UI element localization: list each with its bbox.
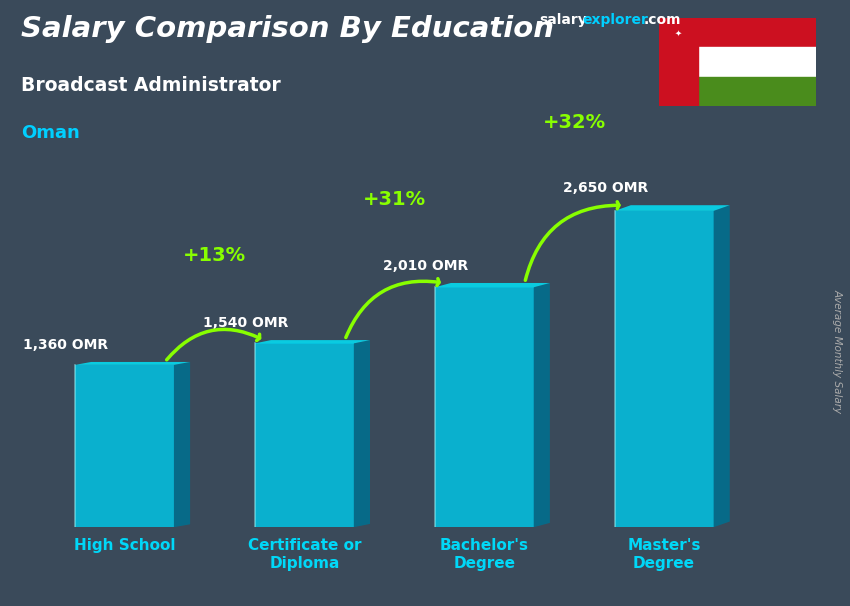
Bar bbox=[659, 47, 816, 77]
Text: +13%: +13% bbox=[183, 245, 246, 265]
Polygon shape bbox=[255, 340, 370, 344]
Bar bbox=[615, 211, 713, 527]
Polygon shape bbox=[615, 205, 730, 211]
Bar bbox=[255, 344, 354, 527]
Text: Oman: Oman bbox=[21, 124, 80, 142]
Text: Broadcast Administrator: Broadcast Administrator bbox=[21, 76, 281, 95]
Text: 1,360 OMR: 1,360 OMR bbox=[24, 338, 109, 352]
Polygon shape bbox=[713, 205, 730, 527]
Bar bbox=[659, 18, 816, 77]
Bar bbox=[659, 77, 816, 106]
Bar bbox=[659, 18, 698, 106]
Polygon shape bbox=[534, 283, 550, 527]
Bar bbox=[434, 287, 534, 527]
Bar bbox=[75, 365, 174, 527]
Text: ✦: ✦ bbox=[675, 28, 682, 38]
Text: salary: salary bbox=[540, 13, 587, 27]
Text: +32%: +32% bbox=[542, 113, 606, 132]
Text: .com: .com bbox=[643, 13, 681, 27]
Text: +31%: +31% bbox=[363, 190, 426, 208]
Bar bbox=[659, 77, 816, 106]
Polygon shape bbox=[434, 283, 550, 287]
Polygon shape bbox=[75, 362, 190, 365]
Polygon shape bbox=[174, 362, 190, 527]
Text: Salary Comparison By Education: Salary Comparison By Education bbox=[21, 15, 554, 43]
Bar bbox=[659, 18, 816, 47]
Polygon shape bbox=[354, 340, 370, 527]
Text: 2,010 OMR: 2,010 OMR bbox=[383, 259, 468, 273]
Text: 2,650 OMR: 2,650 OMR bbox=[563, 181, 649, 195]
Text: Average Monthly Salary: Average Monthly Salary bbox=[832, 290, 842, 413]
Text: explorer: explorer bbox=[582, 13, 648, 27]
Text: 1,540 OMR: 1,540 OMR bbox=[203, 316, 288, 330]
